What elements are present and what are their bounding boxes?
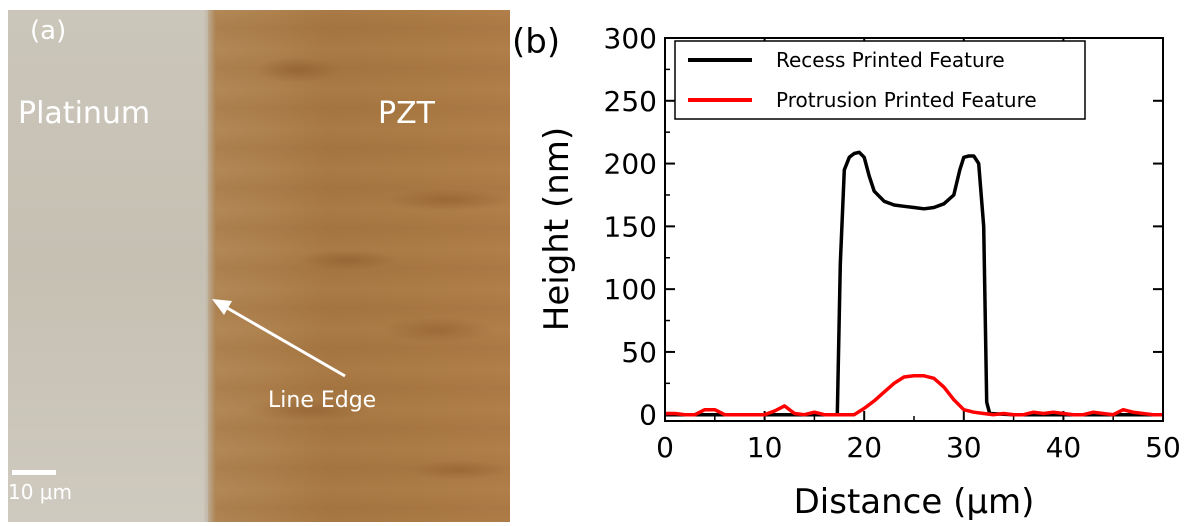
legend-box	[674, 40, 1086, 120]
plot-frame	[664, 37, 1164, 422]
panel-a-label: (a)	[30, 16, 67, 46]
x-axis-title: Distance (μm)	[794, 482, 1035, 522]
series-line-0	[665, 150, 1163, 417]
y-tick-label-1: 50	[621, 336, 657, 369]
line-edge-label: Line Edge	[268, 388, 377, 413]
pzt-label: PZT	[378, 96, 435, 131]
x-tick-label-4: 40	[1046, 431, 1082, 464]
x-tick-label-3: 30	[946, 431, 982, 464]
x-tick-label-5: 50	[1145, 431, 1181, 464]
line-edge-arrow-icon	[212, 299, 346, 378]
platinum-label: Platinum	[18, 96, 151, 131]
x-tick-label-2: 20	[846, 431, 882, 464]
legend-label-protrusion: Protrusion Printed Feature	[776, 88, 1037, 112]
scale-bar	[12, 470, 56, 475]
x-tick-label-1: 10	[747, 431, 783, 464]
legend: Recess Printed Feature Protrusion Printe…	[674, 40, 1086, 120]
legend-label-recess: Recess Printed Feature	[776, 48, 1005, 72]
y-tick-label-4: 200	[604, 148, 657, 181]
series-line-1	[665, 374, 1163, 417]
pzt-region	[208, 10, 510, 522]
y-axis-title: Height (nm)	[537, 127, 577, 331]
scale-bar-label: 10 μm	[8, 480, 73, 504]
y-tick-label-6: 300	[604, 22, 657, 55]
y-tick-label-3: 150	[604, 210, 657, 243]
y-tick-label-0: 0	[639, 399, 657, 432]
y-tick-label-5: 250	[604, 85, 657, 118]
y-tick-label-2: 100	[604, 273, 657, 306]
line-edge-boundary	[204, 10, 216, 522]
x-tick-label-0: 0	[656, 431, 674, 464]
micrograph-panel	[8, 10, 510, 522]
platinum-region	[8, 10, 218, 522]
panel-b-label: (b)	[512, 22, 561, 62]
